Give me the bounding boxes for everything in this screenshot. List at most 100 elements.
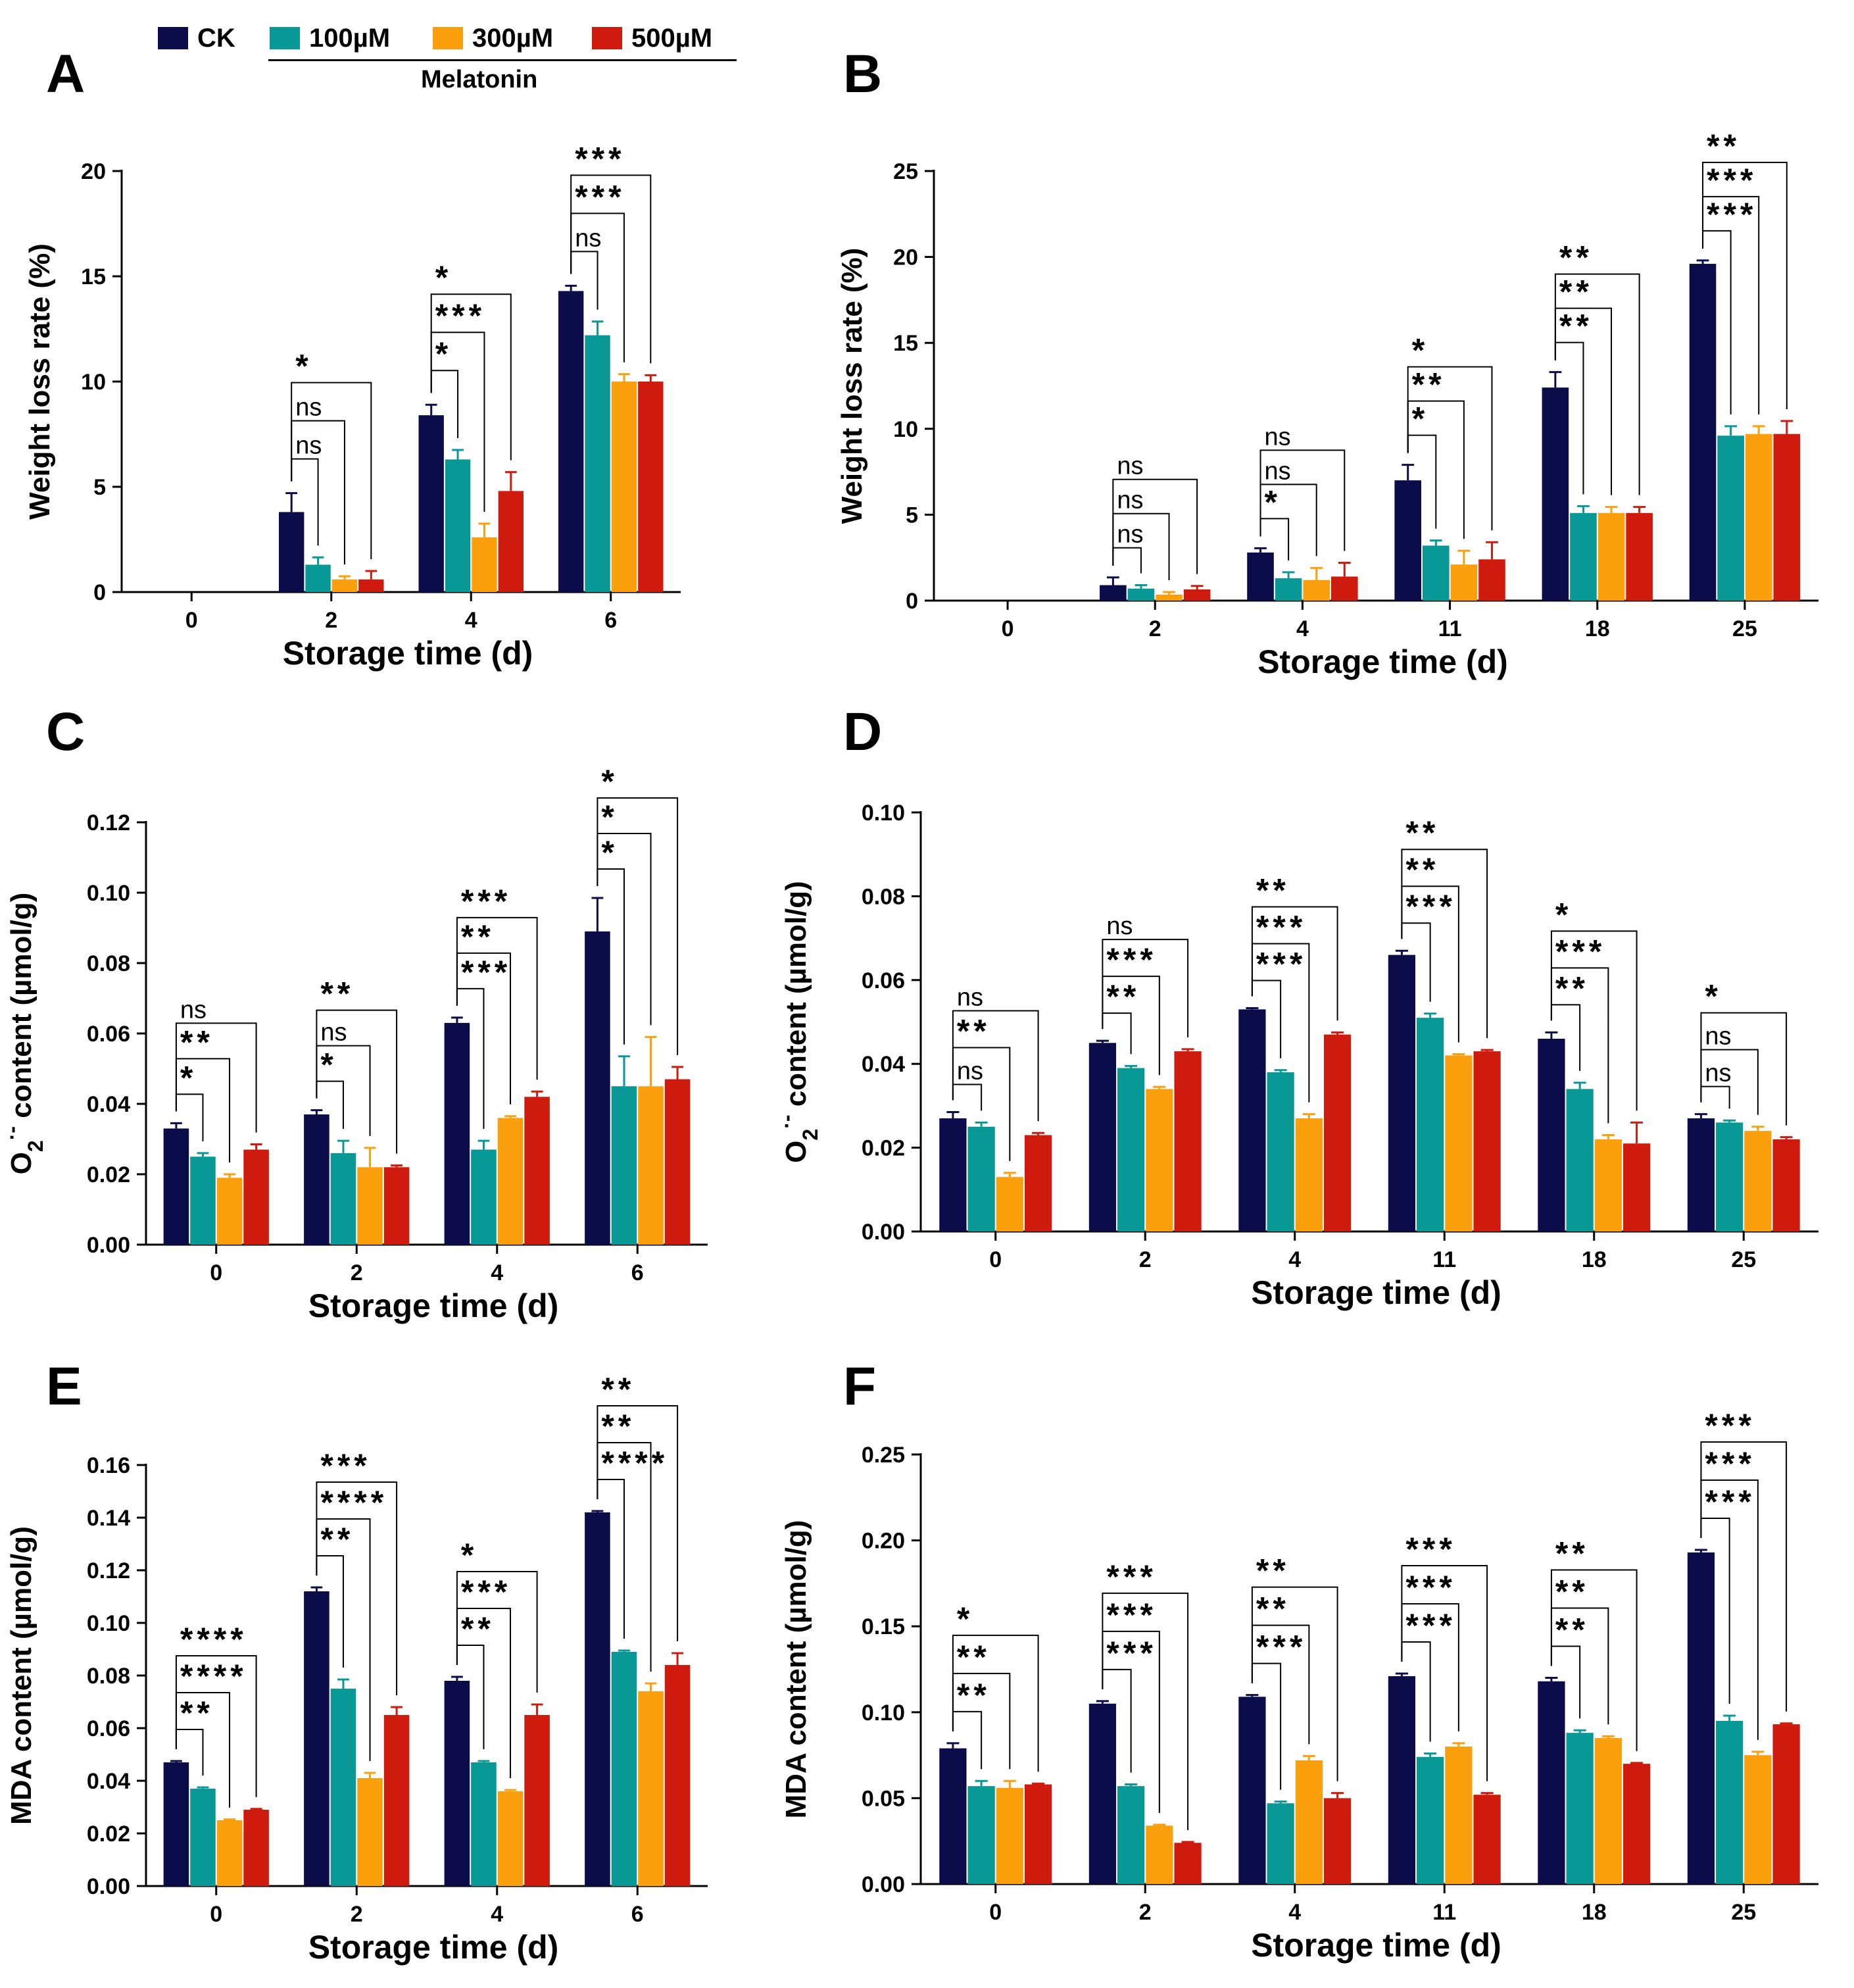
bar-f-300um-d18 xyxy=(1594,1737,1622,1884)
significance-label: ** xyxy=(957,1677,990,1714)
x-tick-label: 25 xyxy=(1732,616,1757,641)
significance-label: * xyxy=(180,1059,197,1096)
y-tick-label: 0.10 xyxy=(87,1611,130,1636)
y-tick-label: 0.06 xyxy=(862,968,905,993)
x-tick-label: 6 xyxy=(631,1260,644,1285)
significance-label: ** xyxy=(1707,128,1740,164)
x-tick-label: 11 xyxy=(1432,1900,1456,1925)
panel-d: D 0.00 0.02 0.04 0.06 0.08 0.10 O2·- content (µ… xyxy=(775,702,1818,1311)
bar-e-300um-d0 xyxy=(216,1820,243,1886)
bar-f-300um-d4 xyxy=(1295,1760,1323,1884)
significance-label: ** xyxy=(1559,239,1593,276)
bar-b-500um-d25 xyxy=(1773,434,1801,601)
y-axis-label: MDA content (µmol/g) xyxy=(5,1526,37,1825)
significance-label: * xyxy=(1412,401,1428,437)
bar-e-500um-d0 xyxy=(243,1810,269,1886)
y-tick-label: 0.12 xyxy=(87,1558,130,1583)
legend-swatch-500um xyxy=(592,27,622,49)
significance-label: ns xyxy=(295,432,322,460)
y-tick-label: 0.08 xyxy=(87,951,130,976)
panel-f: F 0.00 0.05 0.10 0.15 0.20 0.25 MDA content (µm… xyxy=(780,1356,1818,1964)
bar-c-500um-d2 xyxy=(383,1167,410,1245)
significance-label: ** xyxy=(1405,814,1439,851)
bar-d-100um-d25 xyxy=(1716,1122,1744,1231)
x-tick-label: 2 xyxy=(351,1902,363,1927)
bar-f-100um-d18 xyxy=(1566,1733,1594,1884)
significance-label: *** xyxy=(1106,941,1156,978)
y-tick-label: 0.02 xyxy=(87,1162,130,1187)
legend-item-ck: CK xyxy=(158,22,235,54)
panel-label-c: C xyxy=(46,702,85,762)
y-tick-label: 0.04 xyxy=(862,1052,905,1077)
significance-label: * xyxy=(601,763,618,800)
bar-b-100um-d2 xyxy=(1127,588,1155,601)
bar-d-300um-d18 xyxy=(1594,1139,1622,1231)
bar-c-ck-d2 xyxy=(304,1114,329,1245)
significance-label: *** xyxy=(1705,1445,1755,1482)
bar-d-100um-d11 xyxy=(1417,1018,1444,1231)
legend-label-100um: 100µM xyxy=(309,23,391,53)
bar-f-ck-d18 xyxy=(1538,1681,1565,1884)
significance-bracket xyxy=(1401,849,1488,1039)
y-tick-label: 0 xyxy=(93,580,106,605)
significance-label: *** xyxy=(1707,196,1757,233)
significance-label: * xyxy=(601,834,618,871)
y-tick-label: 0.10 xyxy=(862,1701,905,1726)
bar-b-300um-d4 xyxy=(1303,580,1330,601)
significance-label: ** xyxy=(1555,970,1589,1006)
y-tick-label: 5 xyxy=(906,503,918,528)
panel-label-a: A xyxy=(46,44,85,104)
significance-label: *** xyxy=(1555,933,1605,970)
bar-a-300um-d2 xyxy=(331,579,358,592)
bar-c-500um-d4 xyxy=(524,1097,550,1245)
significance-label: ns xyxy=(1117,521,1143,549)
significance-label: *** xyxy=(461,954,511,991)
y-tick-label: 0 xyxy=(906,589,918,614)
bar-b-500um-d11 xyxy=(1478,559,1505,601)
significance-bracket xyxy=(570,174,652,364)
bar-d-500um-d2 xyxy=(1174,1051,1202,1231)
x-axis-label: Storage time (d) xyxy=(308,1287,559,1324)
significance-label: ** xyxy=(957,1639,990,1676)
significance-label: ns xyxy=(1265,457,1291,485)
x-axis-label: Storage time (d) xyxy=(1257,643,1508,680)
significance-bracket xyxy=(1550,1569,1638,1751)
bar-d-100um-d4 xyxy=(1267,1072,1294,1231)
bar-d-ck-d18 xyxy=(1538,1038,1565,1231)
significance-label: ns xyxy=(1705,1023,1731,1051)
bar-f-500um-d25 xyxy=(1772,1724,1800,1884)
legend-item-500um: 500µM xyxy=(592,22,712,54)
bar-a-500um-d4 xyxy=(498,491,524,592)
bar-c-100um-d6 xyxy=(611,1086,637,1245)
bar-f-500um-d11 xyxy=(1473,1795,1501,1884)
significance-label: * xyxy=(1555,896,1572,933)
bar-f-500um-d0 xyxy=(1024,1784,1052,1884)
y-tick-label: 5 xyxy=(93,475,106,500)
significance-bracket xyxy=(1112,478,1198,574)
y-tick-label: 0.08 xyxy=(87,1664,130,1689)
bar-a-300um-d4 xyxy=(472,537,497,592)
bar-c-100um-d4 xyxy=(471,1149,497,1245)
significance-label: ns xyxy=(180,996,207,1024)
significance-label: * xyxy=(435,335,452,372)
significance-label: * xyxy=(320,1047,337,1083)
x-axis-label: Storage time (d) xyxy=(1251,1927,1501,1964)
bar-d-100um-d2 xyxy=(1117,1068,1145,1231)
significance-bracket xyxy=(291,382,372,559)
bar-d-500um-d0 xyxy=(1024,1135,1052,1231)
significance-label: *** xyxy=(461,1574,511,1610)
bar-c-ck-d0 xyxy=(163,1128,189,1245)
x-tick-label: 25 xyxy=(1731,1900,1756,1925)
x-tick-label: 2 xyxy=(1139,1900,1152,1925)
x-tick-label: 25 xyxy=(1731,1247,1756,1272)
bar-a-ck-d6 xyxy=(558,291,584,592)
y-tick-label: 25 xyxy=(893,159,918,184)
bar-b-500um-d2 xyxy=(1183,589,1211,601)
y-axis-label: Weight loss rate (%) xyxy=(24,243,56,520)
significance-label: ** xyxy=(1555,1612,1589,1649)
bar-c-500um-d0 xyxy=(243,1149,269,1245)
bar-a-ck-d4 xyxy=(418,415,444,592)
bar-f-100um-d0 xyxy=(967,1786,995,1884)
bar-f-300um-d25 xyxy=(1744,1755,1772,1884)
y-tick-label: 0.10 xyxy=(862,801,905,826)
